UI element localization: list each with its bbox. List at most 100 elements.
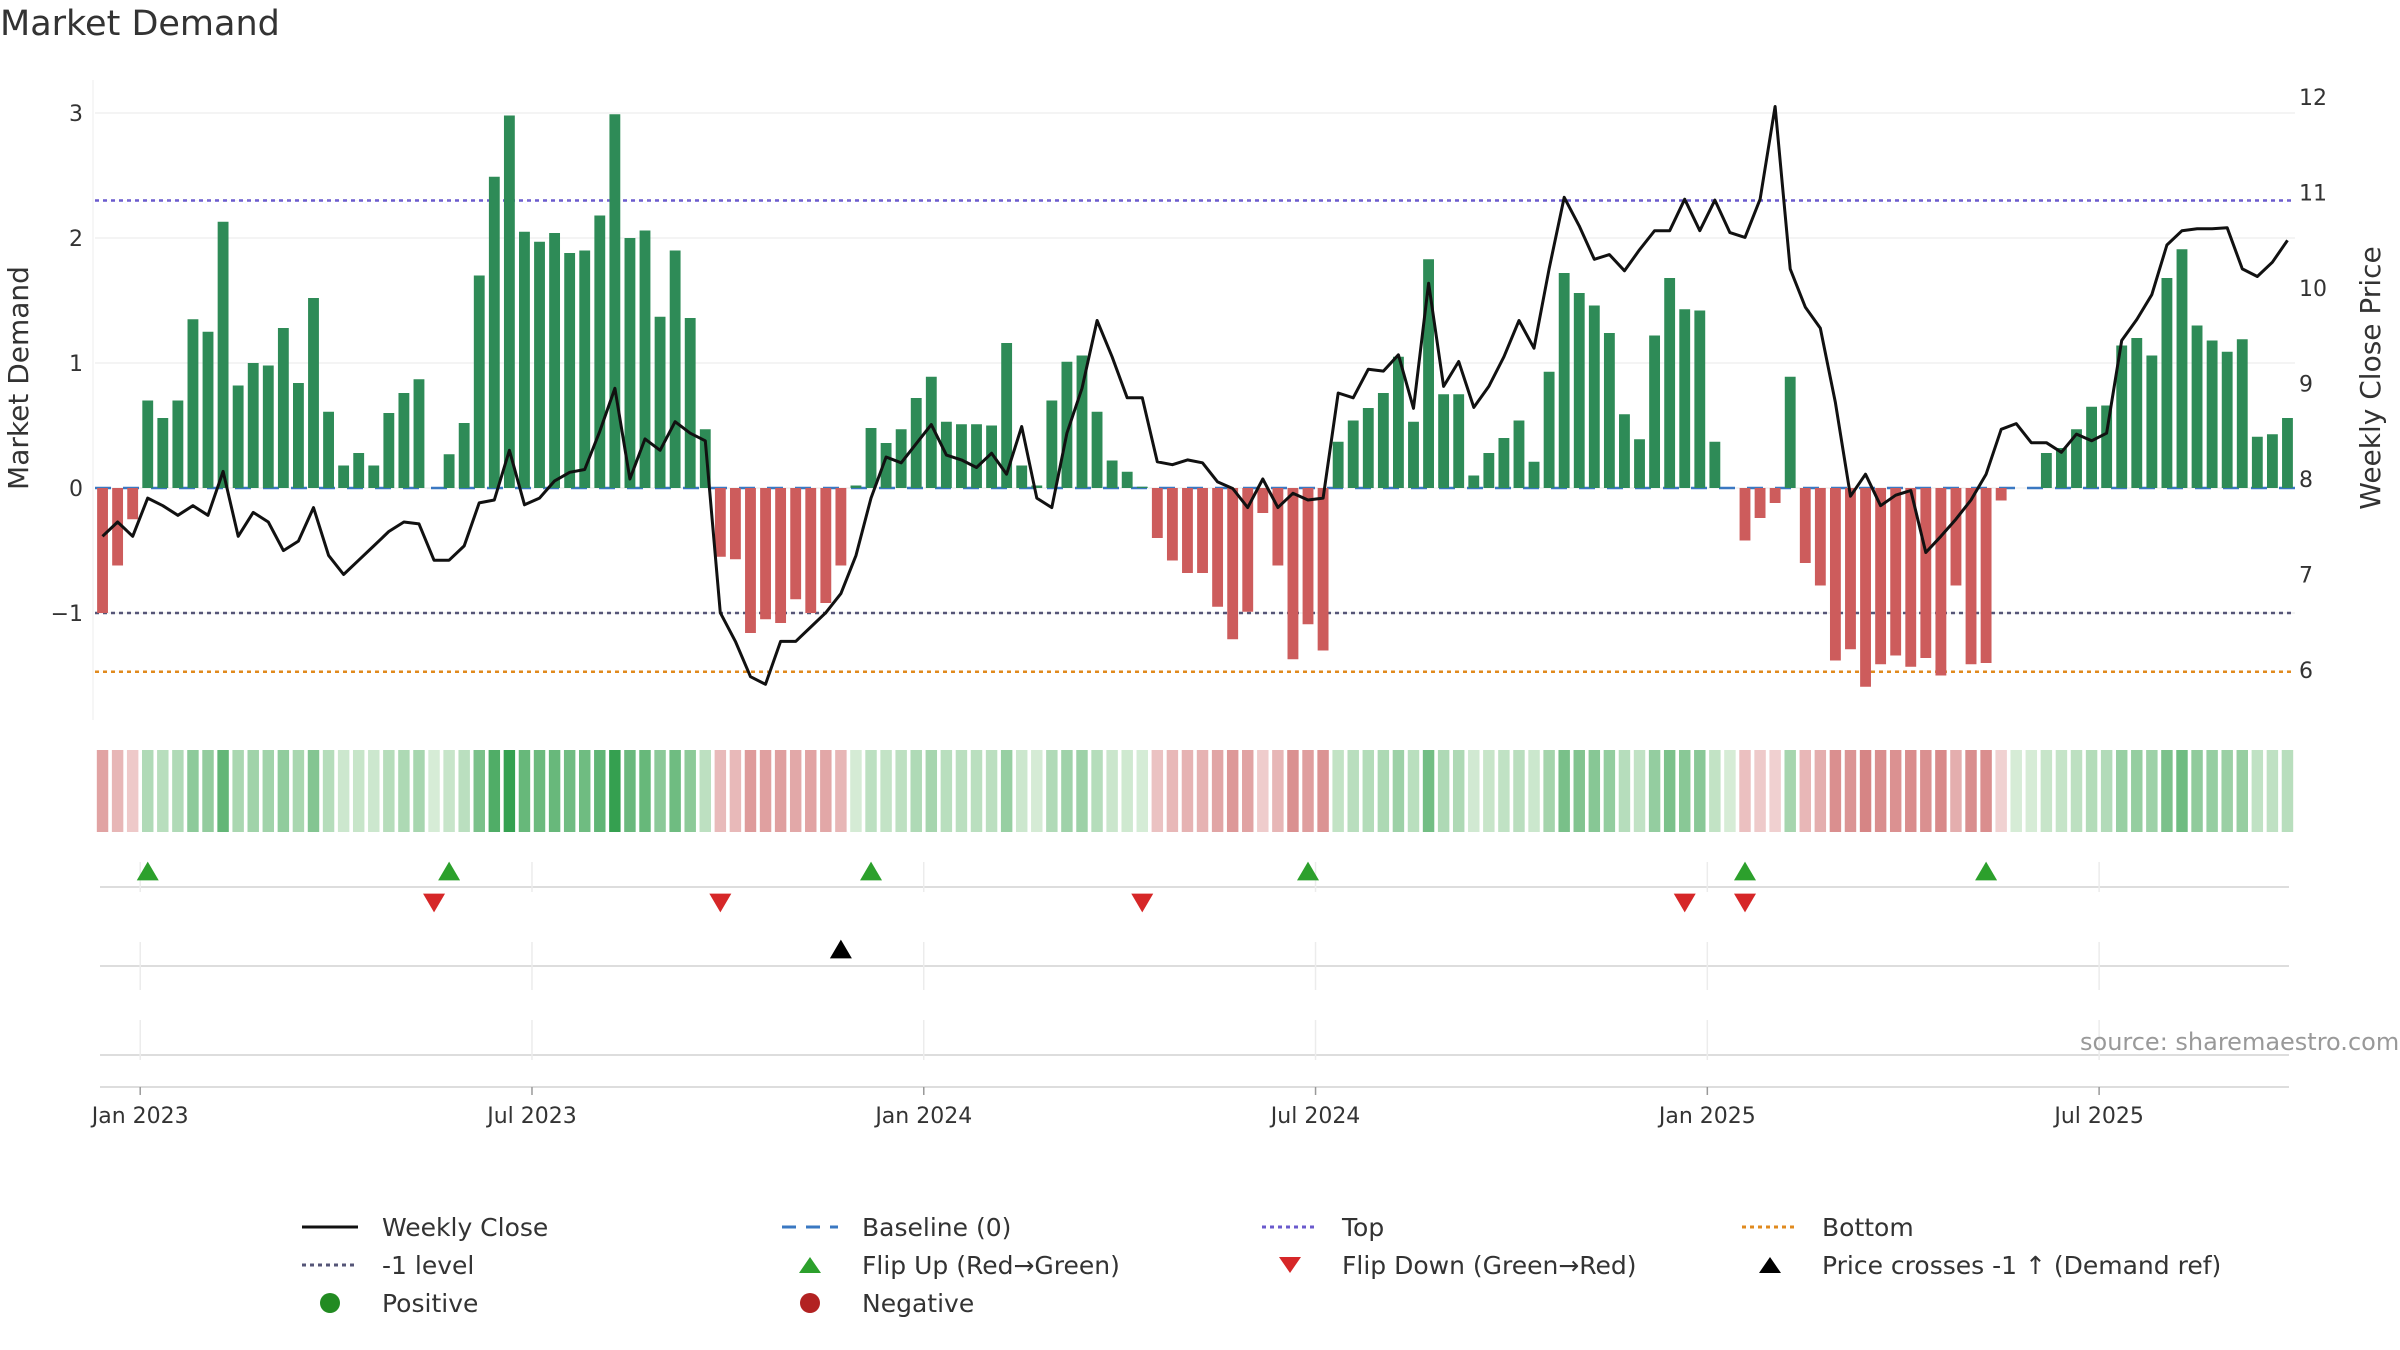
demand-bar xyxy=(1468,475,1480,488)
heat-cell xyxy=(1558,750,1570,832)
flip-up-marker xyxy=(1734,861,1756,881)
demand-bar xyxy=(654,316,666,488)
demand-bar xyxy=(247,363,259,488)
legend-item: Top xyxy=(1260,1212,1740,1242)
demand-bar xyxy=(368,465,380,488)
heat-cell xyxy=(1498,750,1510,832)
demand-bar xyxy=(1799,488,1811,563)
demand-bar xyxy=(2071,429,2082,488)
demand-bar xyxy=(820,488,832,603)
demand-bar xyxy=(1272,488,1284,566)
demand-bar xyxy=(232,385,244,488)
legend-label: -1 level xyxy=(382,1250,475,1280)
heat-cell xyxy=(865,750,877,832)
demand-bar xyxy=(1754,488,1766,518)
demand-bar xyxy=(398,393,410,488)
heat-cell xyxy=(2131,750,2143,832)
heat-cell xyxy=(488,750,501,832)
demand-bar xyxy=(1106,460,1118,488)
heat-cell xyxy=(2040,750,2053,832)
heat-cell xyxy=(1829,750,1842,832)
demand-bar xyxy=(1935,488,1947,676)
heat-cell xyxy=(1031,750,1043,832)
demand-bar xyxy=(157,418,169,488)
heat-cell xyxy=(458,750,470,832)
heat-cell xyxy=(247,750,259,832)
demand-bar xyxy=(1453,394,1465,488)
demand-bar xyxy=(1151,488,1163,538)
demand-bar xyxy=(2116,345,2128,488)
heat-cell xyxy=(1437,750,1450,832)
demand-bar xyxy=(1694,310,1706,488)
demand-bar xyxy=(1679,309,1691,488)
legend: Weekly Close Baseline (0) Top Bottom -1 leve… xyxy=(300,1212,2280,1318)
heat-cell xyxy=(262,750,275,832)
dotted-line-icon xyxy=(1262,1225,1318,1229)
heat-cell xyxy=(654,750,666,832)
right-tick-label: 6 xyxy=(2299,659,2313,684)
heat-cell xyxy=(1618,750,1631,832)
demand-bar xyxy=(262,365,274,488)
heat-cell xyxy=(1784,750,1796,832)
heat-cell xyxy=(1015,750,1028,832)
demand-bar xyxy=(202,331,214,488)
heat-cell xyxy=(277,750,290,832)
demand-bar xyxy=(1242,488,1254,612)
heat-cell xyxy=(2085,750,2098,832)
heat-cell xyxy=(2161,750,2173,832)
heat-cell xyxy=(126,750,139,832)
demand-bar xyxy=(443,454,455,488)
heat-cell xyxy=(322,750,335,832)
heat-cell xyxy=(96,750,109,832)
demand-bar xyxy=(338,465,350,488)
demand-bar xyxy=(1302,488,1314,625)
demand-bar xyxy=(1875,488,1887,665)
legend-swatch xyxy=(800,1293,820,1313)
heat-cell xyxy=(1588,750,1601,832)
demand-bar xyxy=(2131,338,2143,488)
heat-cell xyxy=(1407,750,1420,832)
right-axis-label: Weekly Close Price xyxy=(2354,246,2387,509)
heat-cell xyxy=(111,750,124,832)
heat-cell xyxy=(1000,750,1013,832)
heat-cell xyxy=(307,750,320,832)
heat-cell xyxy=(337,750,350,832)
heat-cell xyxy=(1844,750,1857,832)
heat-cell xyxy=(2146,750,2158,832)
flip-up-marker xyxy=(438,861,461,881)
legend-item: -1 level xyxy=(300,1250,780,1280)
heat-cell xyxy=(518,750,531,832)
heat-cell xyxy=(1196,750,1209,832)
legend-label: Flip Down (Green→Red) xyxy=(1342,1250,1637,1280)
demand-bar xyxy=(669,250,681,488)
demand-bar xyxy=(1377,393,1389,488)
legend-swatch xyxy=(1759,1257,1781,1273)
heat-cell xyxy=(1920,750,1932,832)
demand-bar xyxy=(1227,488,1239,640)
heat-cell xyxy=(1046,750,1058,832)
heat-cell xyxy=(1663,750,1676,832)
right-axis-ticks: 6 7 8 9 10 11 12 xyxy=(2299,86,2327,684)
left-tick-label: −1 xyxy=(51,602,83,627)
heat-cell xyxy=(232,750,244,832)
triangle-up-icon xyxy=(1759,1257,1781,1273)
heat-cell xyxy=(2100,750,2113,832)
demand-bar xyxy=(1423,259,1434,488)
price-cross-marker xyxy=(829,939,852,959)
flip-up-marker xyxy=(1975,861,1998,881)
heat-cell xyxy=(1739,750,1751,832)
heat-cell xyxy=(172,750,184,832)
demand-bar xyxy=(112,488,124,566)
demand-bar xyxy=(1483,453,1495,488)
heat-cell xyxy=(1874,750,1887,832)
x-tick-label: Jan 2025 xyxy=(1657,1104,1756,1129)
demand-bar xyxy=(1046,400,1058,488)
heat-cell xyxy=(473,750,485,832)
solid-line-icon xyxy=(302,1225,358,1229)
demand-bar xyxy=(1920,488,1932,658)
source-text: source: sharemaestro.com xyxy=(2080,1028,2399,1056)
heat-cell xyxy=(2115,750,2128,832)
left-tick-label: 2 xyxy=(69,227,83,252)
demand-bar xyxy=(2161,278,2173,488)
demand-bar xyxy=(624,238,636,488)
